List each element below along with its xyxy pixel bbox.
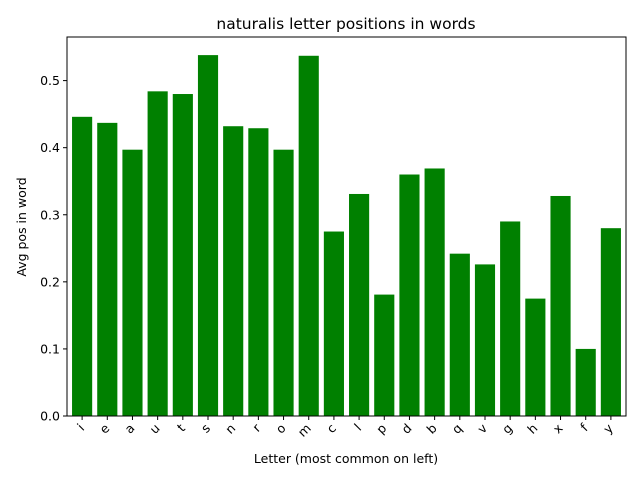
bar-p — [374, 294, 395, 416]
bar-o — [273, 149, 294, 416]
bar-s — [197, 55, 219, 417]
y-tick-label: 0.2 — [40, 274, 60, 289]
bar-l — [349, 193, 370, 416]
bar-g — [500, 221, 521, 416]
bar-b — [424, 168, 445, 416]
x-axis-label: Letter (most common on left) — [254, 451, 438, 466]
y-tick-label: 0.1 — [40, 341, 60, 356]
bar-y — [600, 228, 621, 416]
bar-t — [172, 94, 193, 417]
bar-u — [147, 91, 168, 416]
y-tick-label: 0.5 — [40, 73, 60, 88]
bar-q — [449, 253, 470, 416]
bar-i — [72, 116, 93, 416]
bar-v — [474, 264, 496, 416]
bar-n — [223, 126, 244, 416]
bar-e — [97, 122, 118, 417]
bar-d — [399, 174, 420, 416]
bars-group — [72, 55, 621, 417]
plot-frame — [66, 36, 627, 417]
bar-x — [550, 195, 571, 416]
y-tick-label: 0.4 — [40, 140, 60, 155]
bar-h — [525, 298, 546, 416]
y-tick-label: 0.0 — [40, 409, 60, 424]
bar-f — [575, 348, 596, 416]
y-axis-label: Avg pos in word — [14, 177, 29, 276]
bar-c — [323, 231, 344, 416]
bar-r — [248, 128, 269, 417]
bar-a — [122, 149, 143, 416]
chart-title: naturalis letter positions in words — [216, 15, 475, 33]
y-tick-label: 0.3 — [40, 207, 60, 222]
y-axis-ticks: 0.0 0.1 0.2 0.3 0.4 0.5 — [40, 73, 67, 424]
bar-m — [298, 55, 319, 416]
